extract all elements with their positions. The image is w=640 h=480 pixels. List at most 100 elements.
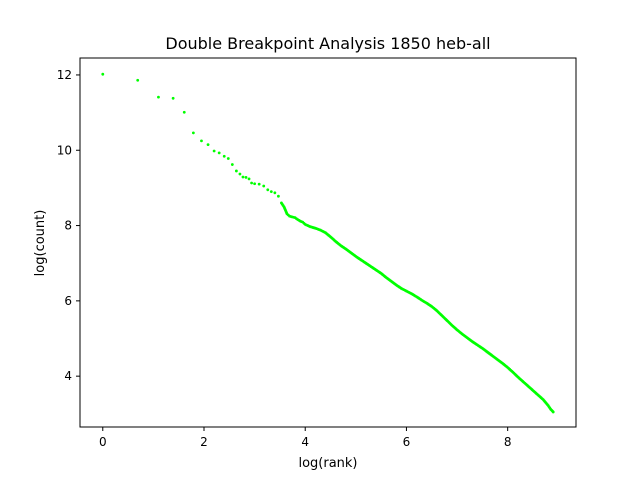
data-point-fill xyxy=(393,282,397,286)
data-point xyxy=(206,143,210,147)
data-point-fill xyxy=(286,213,290,217)
data-point xyxy=(250,181,253,185)
data-point-fill xyxy=(338,243,342,247)
chart-title: Double Breakpoint Analysis 1850 heb-all xyxy=(165,34,490,53)
data-point-fill xyxy=(474,342,478,346)
data-point xyxy=(200,139,203,143)
data-point xyxy=(244,175,248,179)
data-point xyxy=(238,172,242,176)
data-point-fill xyxy=(535,392,539,396)
y-axis: 4 6 8 10 12 xyxy=(57,68,80,383)
data-point-fill xyxy=(292,215,295,219)
data-point-fill xyxy=(408,291,412,295)
data-point xyxy=(234,169,238,173)
data-point-fill xyxy=(424,300,427,304)
data-point xyxy=(212,149,216,153)
data-point-fill xyxy=(530,388,534,391)
data-point-fill xyxy=(434,308,438,312)
data-point-fill xyxy=(348,250,352,254)
data-point-fill xyxy=(289,215,293,218)
data-point xyxy=(182,110,186,114)
data-point-fill xyxy=(510,369,514,373)
data-point-fill xyxy=(333,239,336,242)
data-point xyxy=(157,95,160,99)
data-point xyxy=(247,177,251,181)
data-point-fill xyxy=(403,289,407,292)
data-point xyxy=(253,182,257,186)
x-axis-label: log(rank) xyxy=(298,456,357,471)
y-tick-label: 6 xyxy=(64,294,72,308)
data-point-fill xyxy=(317,228,321,232)
data-point-fill xyxy=(459,331,463,335)
data-point-fill xyxy=(358,257,362,261)
data-point-fill xyxy=(548,406,552,410)
data-point-fill xyxy=(525,383,529,387)
data-point-fill xyxy=(505,365,509,369)
data-point-fill xyxy=(322,230,326,234)
y-tick-label: 8 xyxy=(64,219,72,233)
data-point-fill xyxy=(479,346,483,350)
data-point-fill xyxy=(495,357,498,361)
data-point-fill xyxy=(297,218,301,222)
data-point-fill xyxy=(520,379,524,382)
data-point-fill xyxy=(378,271,382,275)
data-point-fill xyxy=(515,374,519,378)
data-point-fill xyxy=(307,224,311,228)
data-point-fill xyxy=(388,279,392,282)
data-point xyxy=(273,191,277,195)
data-point xyxy=(257,182,261,186)
data-point-fill xyxy=(300,220,303,224)
x-tick-label: 0 xyxy=(99,435,107,449)
x-tick-label: 2 xyxy=(200,435,208,449)
data-point xyxy=(277,194,280,198)
data-point-fill xyxy=(373,267,377,271)
data-point-fill xyxy=(545,403,549,406)
data-point-fill xyxy=(449,322,453,326)
plot-points xyxy=(101,72,555,414)
data-point xyxy=(230,163,234,166)
data-point-fill xyxy=(285,211,288,215)
data-point xyxy=(262,184,266,188)
data-point-fill xyxy=(444,318,448,321)
data-point-fill xyxy=(312,226,316,230)
data-point-fill xyxy=(413,294,417,298)
data-point-fill xyxy=(383,275,387,279)
data-point-fill xyxy=(439,313,443,316)
data-point-fill xyxy=(485,349,488,353)
data-point-fill xyxy=(500,361,503,365)
data-point-fill xyxy=(328,234,331,238)
data-point-fill xyxy=(363,261,367,264)
data-point-fill xyxy=(398,286,402,290)
data-point xyxy=(136,78,140,82)
data-point-fill xyxy=(281,204,285,207)
data-point-fill xyxy=(368,264,372,268)
data-point-fill xyxy=(294,217,298,220)
data-point-fill xyxy=(429,304,433,308)
data-point-fill xyxy=(353,254,357,258)
data-point xyxy=(191,131,195,135)
data-point xyxy=(171,96,175,100)
data-point xyxy=(269,190,273,194)
data-point xyxy=(241,175,245,179)
y-tick-label: 10 xyxy=(57,143,72,157)
plot-frame xyxy=(79,57,577,428)
data-point-fill xyxy=(302,221,306,225)
data-point-fill xyxy=(454,327,458,331)
data-point-fill xyxy=(419,298,423,301)
y-axis-label: log(count) xyxy=(33,210,48,277)
data-point-fill xyxy=(490,353,493,357)
data-point xyxy=(226,157,230,160)
x-axis: 0 2 4 6 8 xyxy=(99,427,512,449)
x-tick-label: 8 xyxy=(504,435,512,449)
data-point xyxy=(222,154,226,158)
x-tick-label: 6 xyxy=(403,435,411,449)
data-point-fill xyxy=(464,335,468,339)
data-point-fill xyxy=(550,409,554,413)
x-tick-label: 4 xyxy=(301,435,309,449)
y-tick-label: 4 xyxy=(64,369,72,383)
data-point-fill xyxy=(469,339,473,343)
data-point-fill xyxy=(343,246,347,250)
data-point xyxy=(101,72,105,76)
data-point xyxy=(217,151,221,155)
